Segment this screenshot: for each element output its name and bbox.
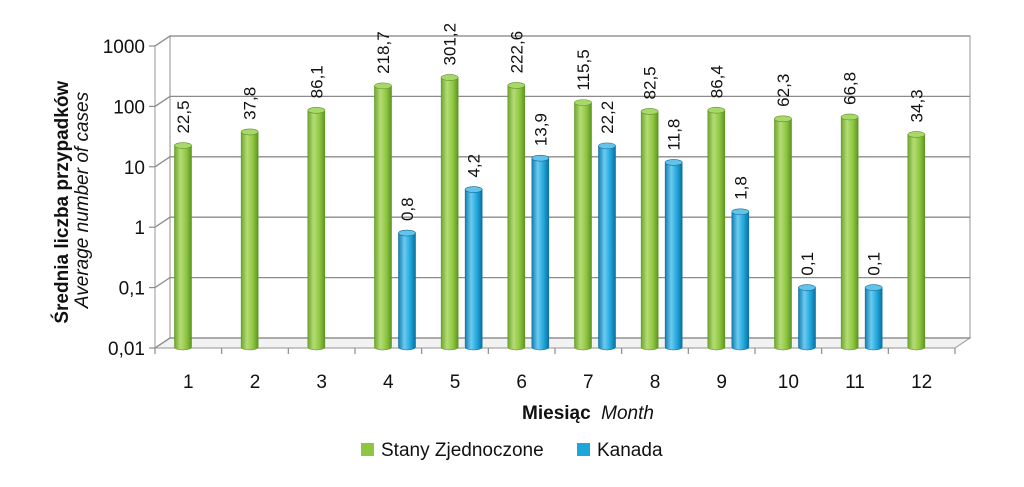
data-label: 1,8 [731,176,750,200]
x-tick-label: 12 [911,372,932,393]
gridline [154,35,970,47]
bar-canada [598,142,616,351]
legend: Stany Zjednoczone Kanada [361,440,663,461]
data-label: 115,5 [574,49,593,90]
legend-swatch-canada [577,443,590,456]
data-label: 86,4 [707,65,726,98]
x-tick-label: 5 [450,372,461,393]
data-label: 82,5 [641,66,660,99]
data-label: 22,2 [598,101,617,134]
side-wall [154,34,171,350]
bar-us [907,131,926,351]
data-label: 0,8 [398,197,417,221]
bar-us [174,142,192,351]
bar-us [774,115,792,351]
data-label: 0,1 [798,252,817,276]
y-axis-title-sub: Average number of cases [72,91,93,309]
data-label: 86,1 [307,65,326,98]
x-tick-label: 1 [183,372,194,393]
data-label: 4,2 [465,154,484,178]
x-tick-label: 4 [383,372,394,393]
gridline [154,95,970,107]
bar-canada [731,208,750,351]
data-label: 62,3 [774,74,793,107]
bar-us [374,82,392,351]
back-wall [169,35,971,339]
legend-swatch-us [361,443,374,456]
data-label: 11,8 [665,119,684,151]
bar-us [507,82,526,351]
bar-canada [464,186,483,351]
gridline [154,156,970,168]
data-label: 0,1 [865,252,884,276]
bar-us [640,108,659,351]
bar-canada [531,154,550,351]
x-tick-label: 9 [716,372,727,393]
x-tick-label: 10 [778,372,799,393]
y-axis-ticks: 0,01 0,1 1 10 100 1000 [103,37,145,360]
y-tick-label: 0,1 [119,279,145,300]
bar-us [574,99,592,351]
bar-us [840,113,859,351]
x-tick-label: 2 [250,372,261,393]
data-label: 222,6 [507,31,526,74]
bar-canada [798,284,816,351]
x-tick-label: 11 [845,372,865,393]
y-tick-label: 10 [124,158,145,179]
legend-label-canada: Kanada [597,440,663,461]
data-labels: 22,5 37,8 86,1 218,7 301,2 222,6 115,5 82,5 86,4… [174,23,926,276]
y-axis-title-main: Średnia liczba przypadków [51,81,73,324]
gridline [154,276,970,289]
bar-us [440,74,459,351]
y-tick-label: 1 [134,218,145,239]
bar-canada [398,229,416,351]
x-tick-label: 7 [583,372,594,393]
data-label: 34,3 [907,89,926,122]
y-tick-label: 1000 [103,37,145,58]
bar-us [707,106,726,351]
data-label: 301,2 [441,23,460,66]
x-axis-title: Miesiąc Month [522,403,654,424]
data-label: 218,7 [374,31,393,74]
bar-canada [664,159,683,351]
bar-canada [864,284,883,351]
data-label: 66,8 [841,72,860,105]
x-tick-label: 6 [516,372,527,393]
x-axis-ticks: 1 2 3 4 5 6 7 8 9 10 11 12 [154,348,956,393]
legend-label-us: Stany Zjednoczone [381,440,544,461]
y-axis-title: Średnia liczba przypadków Average number… [51,76,93,323]
gridline [154,216,970,228]
bar-us [240,128,259,351]
data-label: 13,9 [531,113,550,146]
y-tick-label: 100 [113,97,145,118]
x-axis-title-main: Miesiąc [522,403,591,424]
x-tick-label: 8 [650,372,661,393]
gridline [154,337,970,349]
gridlines [149,35,970,349]
bar-us [307,107,326,351]
x-axis-title-sub: Month [601,403,654,424]
data-label: 22,5 [174,100,193,133]
data-label: 37,8 [241,87,260,120]
y-tick-label: 0,01 [108,339,145,360]
bars [174,74,926,351]
plot-area [153,34,972,350]
x-tick-label: 3 [316,372,327,393]
